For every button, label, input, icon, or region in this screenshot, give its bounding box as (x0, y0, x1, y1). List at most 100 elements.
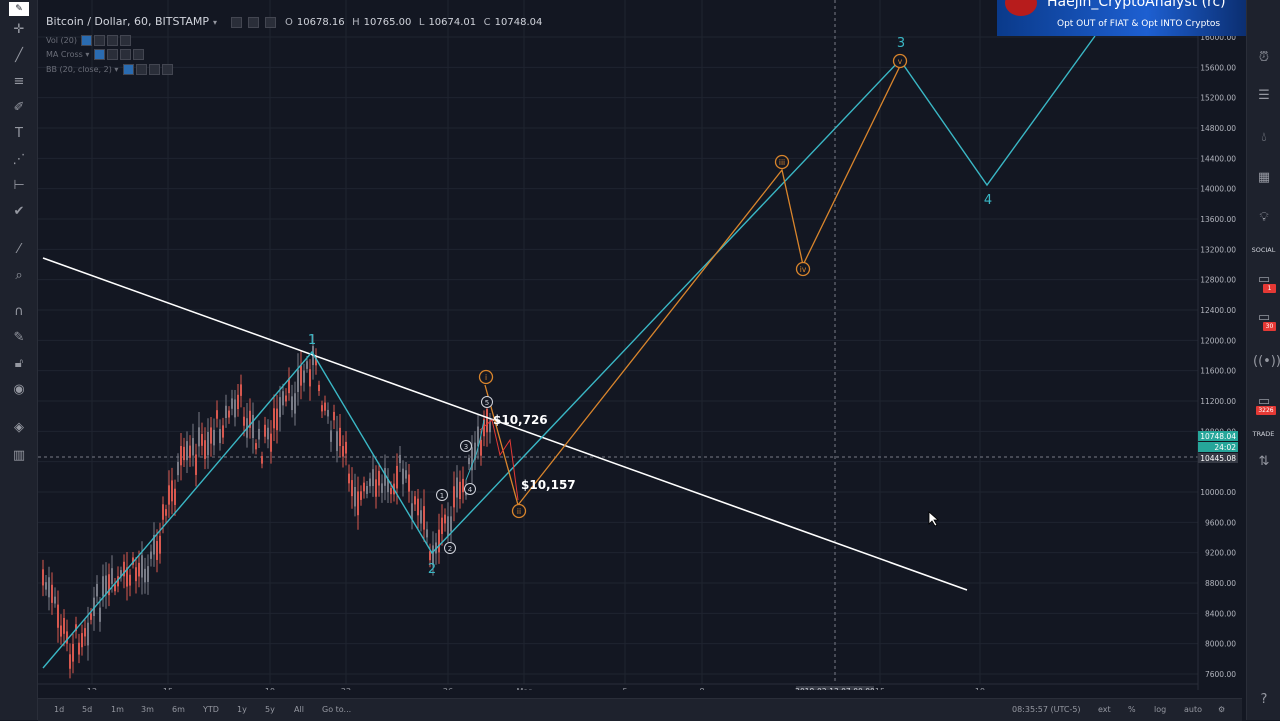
mouse-cursor-icon (928, 511, 940, 527)
time-tick-label: Mar (516, 687, 532, 690)
minor-wave-path (484, 61, 903, 507)
notifications-icon[interactable]: ▭ (1257, 394, 1271, 409)
close-icon[interactable] (264, 16, 276, 28)
symbol-title[interactable]: Bitcoin / Dollar, 60, BITSTAMP (46, 15, 209, 28)
minor-label-v: v (898, 57, 903, 66)
candle-body (87, 622, 89, 646)
channel-logo-icon (1005, 0, 1037, 16)
range-5d[interactable]: 5d (82, 705, 93, 714)
price-tick-label: 13200.00 (1200, 245, 1236, 254)
grid: 1215192226Mar5815192018-03-13 07:00:00 (38, 0, 1198, 690)
indicator-volume[interactable]: Vol (20) (46, 35, 132, 46)
horizontal-lines-icon[interactable]: ≡ (13, 74, 25, 89)
candle-body (180, 445, 182, 466)
range-1m[interactable]: 1m (111, 705, 124, 714)
calendar-icon[interactable]: ▦ (1257, 170, 1271, 185)
layers-icon[interactable]: ◈ (14, 420, 24, 435)
candle-body (351, 480, 353, 497)
settings-gear-icon[interactable]: ⚙ (1218, 705, 1226, 714)
minor-label-iii: iii (779, 158, 785, 167)
log-button[interactable]: log (1154, 705, 1167, 714)
range-all[interactable]: All (294, 705, 304, 714)
eye-icon[interactable]: ◉ (13, 382, 25, 397)
goto-button[interactable]: Go to... (322, 705, 352, 714)
trading-panel-icon[interactable]: ⇅ (1258, 454, 1270, 469)
crosshair-icon[interactable]: ✛ (13, 22, 25, 37)
prediction-icon[interactable]: ⊢ (13, 178, 25, 193)
candle-body (201, 434, 203, 446)
candle-body (315, 356, 317, 366)
bottom-toolbar: 1d 5d 1m 3m 6m YTD 1y 5y All Go to... 08… (38, 698, 1242, 721)
zoom-icon[interactable]: ⌕ (15, 268, 23, 283)
indicator-ma-cross[interactable]: MA Cross ▾ (46, 49, 144, 60)
current-price-label: 10748.04 (1200, 432, 1236, 441)
candle-body (192, 438, 194, 456)
range-3m[interactable]: 3m (141, 705, 154, 714)
settings-icon[interactable] (230, 16, 242, 28)
sub-label-circle (444, 542, 456, 554)
trend-line-icon[interactable]: ╱ (15, 48, 23, 63)
candle-body (45, 582, 47, 590)
candle-body (198, 427, 200, 447)
candle-body (327, 409, 329, 417)
chat-badge: 1 (1263, 284, 1276, 293)
candle-body (123, 561, 125, 577)
eye-icon[interactable] (247, 16, 259, 28)
range-6m[interactable]: 6m (172, 705, 185, 714)
range-5y[interactable]: 5y (265, 705, 275, 714)
watchlist-icon[interactable]: ☰ (1258, 88, 1270, 103)
indicator-bb[interactable]: BB (20, close, 2) ▾ (46, 64, 173, 75)
brush-icon[interactable]: ✐ (13, 100, 25, 115)
streams-icon[interactable]: ((•)) (1253, 354, 1280, 369)
trend-line (42, 257, 968, 591)
candle-body (228, 410, 230, 418)
trash-icon[interactable]: ▥ (12, 448, 26, 463)
range-1y[interactable]: 1y (237, 705, 247, 714)
candle-body (141, 555, 143, 578)
time-tick-label: 5 (622, 687, 627, 690)
candle-body (204, 440, 206, 459)
magnet-icon[interactable]: ∩ (14, 304, 24, 319)
candle-body (195, 454, 197, 475)
chart-area[interactable]: 1215192226Mar5815192018-03-13 07:00:00 1… (38, 0, 1242, 690)
wave-label-2: 2 (428, 562, 436, 577)
candle-body (75, 624, 77, 632)
candle-body (336, 431, 338, 452)
percent-button[interactable]: % (1128, 705, 1136, 714)
check-icon[interactable]: ✔ (13, 204, 25, 219)
ideas-icon[interactable]: 💡︎ (1259, 210, 1269, 225)
alert-clock-icon[interactable]: ⏰︎ (1258, 50, 1270, 65)
candle-body (321, 405, 323, 412)
candle-body (42, 569, 44, 586)
hotlist-icon[interactable]: 💧︎ (1261, 130, 1267, 145)
price-tick-label: 10000.00 (1200, 488, 1236, 497)
ruler-icon[interactable]: ⁄ (17, 242, 21, 257)
social-label[interactable]: SOCIAL (1251, 246, 1276, 254)
text-icon[interactable]: T (15, 126, 23, 141)
pattern-icon[interactable]: ⋰ (12, 152, 26, 167)
chat-icon[interactable]: ▭ (1257, 272, 1271, 287)
candle-body (318, 384, 320, 392)
candle-body (426, 529, 428, 538)
candle-body (288, 378, 290, 394)
candle-body (114, 584, 116, 592)
lock-icon[interactable]: 🔓︎ (14, 356, 24, 371)
auto-button[interactable]: auto (1184, 705, 1203, 714)
help-icon[interactable]: ? (1260, 692, 1268, 707)
range-ytd[interactable]: YTD (203, 705, 219, 714)
messages-icon[interactable]: ▭ (1257, 310, 1271, 325)
chevron-down-icon[interactable]: ▾ (213, 18, 218, 27)
price-tick-label: 11200.00 (1200, 397, 1236, 406)
trade-label[interactable]: TRADE (1252, 430, 1275, 438)
candle-body (450, 516, 452, 532)
candle-body (60, 625, 62, 637)
ext-button[interactable]: ext (1098, 705, 1111, 714)
ohlc-low: L 10674.01 (418, 17, 477, 28)
pencil-lock-icon[interactable]: ✎ (13, 330, 25, 345)
range-1d[interactable]: 1d (54, 705, 65, 714)
sub-label-circle (460, 440, 472, 452)
candle-body (108, 574, 110, 596)
candles (42, 334, 491, 679)
candle-body (90, 613, 92, 620)
logo-icon[interactable]: ✎ (9, 2, 29, 16)
